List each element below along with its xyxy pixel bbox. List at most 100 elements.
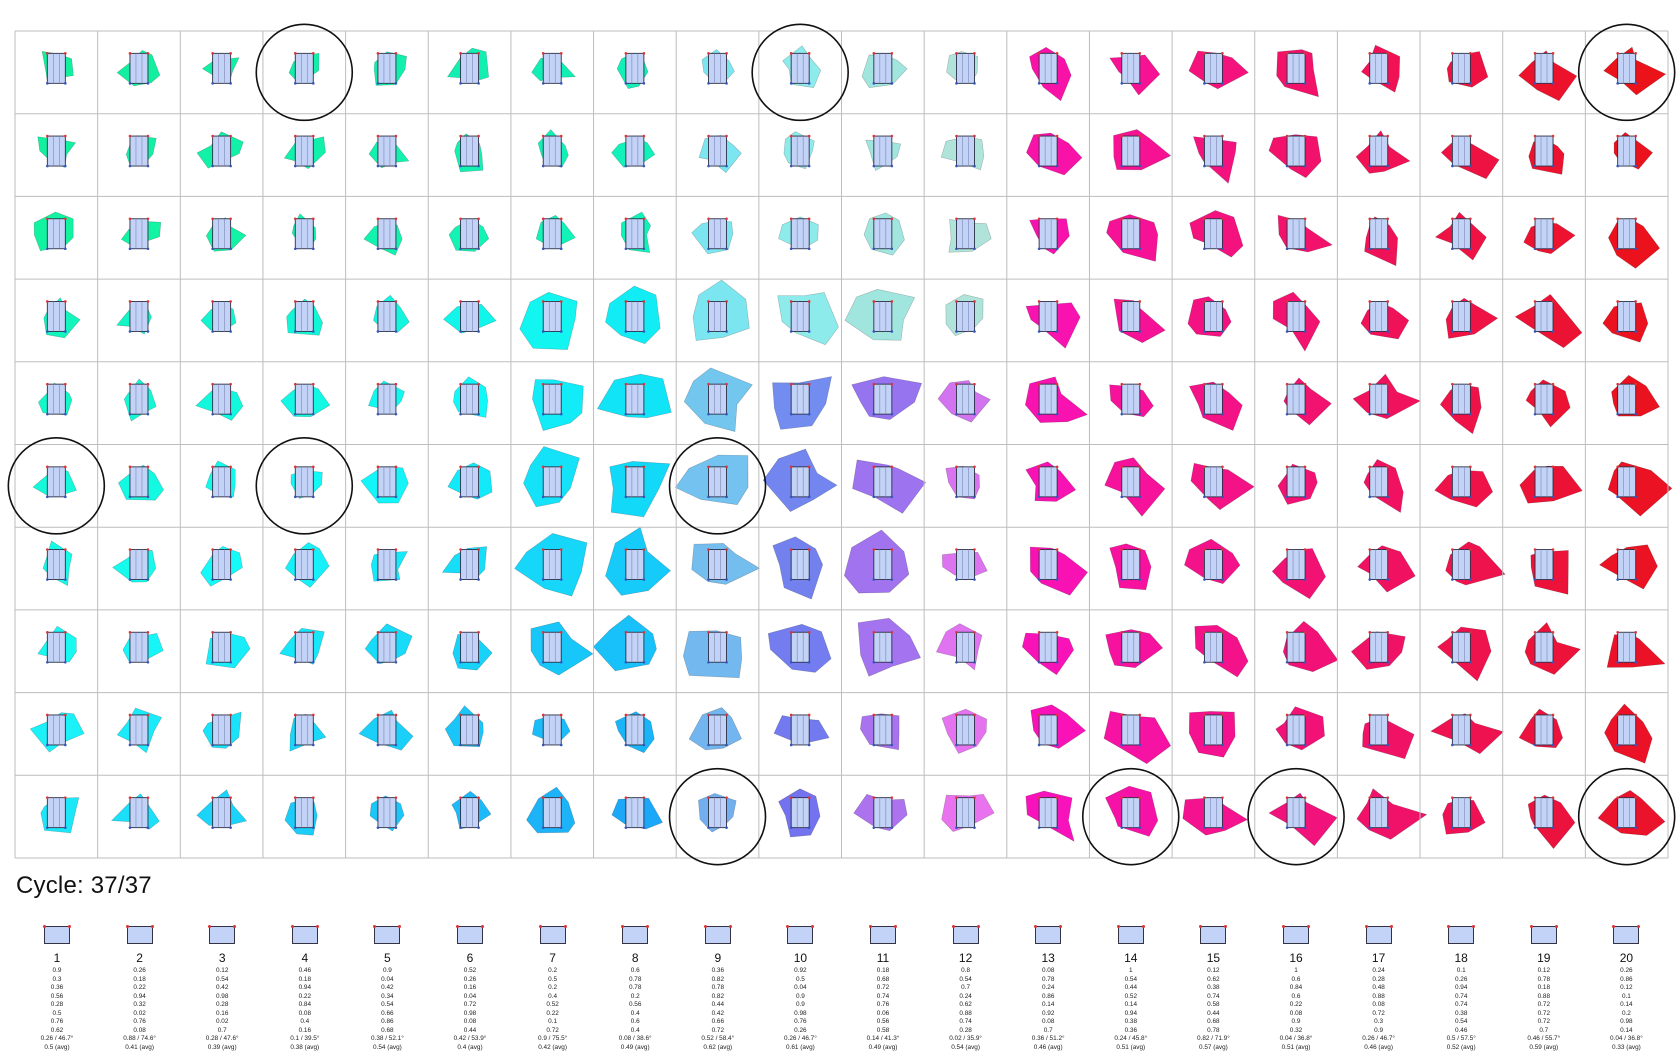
glyph-corner-dot (1386, 412, 1390, 416)
selection-circle (751, 23, 849, 122)
glyph-corner-dot (1138, 382, 1142, 386)
glyph-core-rect (790, 135, 810, 167)
glyph-corner-dot (1469, 465, 1472, 469)
glyph-corner-dot (1386, 548, 1390, 551)
legend-value: 0.24 (1372, 967, 1385, 974)
glyph-corner-dot (376, 630, 380, 634)
glyph-corner-dot (1533, 495, 1537, 499)
legend-value: 0.9 (1374, 1026, 1384, 1034)
legend-index: 13 (1041, 951, 1055, 965)
glyph-corner-dot (1368, 713, 1372, 717)
legend-index: 6 (466, 951, 474, 965)
glyph-corner-dot (128, 82, 132, 85)
legend-value: 0.08 (1372, 1001, 1385, 1008)
glyph-corner-dot (293, 247, 297, 251)
glyph-corner-dot (955, 578, 958, 581)
glyph-corner-dot (1285, 330, 1289, 333)
glyph-corner-dot (1138, 52, 1142, 55)
glyph-corner-dot (624, 247, 628, 251)
glyph-corner-dot (789, 52, 793, 55)
glyph-corner-dot (459, 247, 462, 251)
glyph-corner-dot (64, 52, 67, 55)
glyph-corner-dot (211, 217, 214, 221)
legend-shape-thumbnail (125, 925, 154, 944)
legend-value: 0.68 (876, 975, 890, 983)
legend-value: 0.8 (961, 967, 971, 974)
legend-column: 20 0.26 0.86 0.12 0.1 0.14 0.2 0.98 0.14 0.04 / 3… (1591, 925, 1661, 1052)
glyph-corner-dot (376, 217, 380, 221)
legend-value: 0.36 (50, 984, 64, 991)
glyph-corner-dot (789, 826, 793, 829)
glyph-corner-dot (1451, 134, 1454, 138)
glyph-corner-dot (311, 412, 315, 416)
glyph-corner-dot (1055, 826, 1059, 829)
glyph-corner-dot (376, 82, 380, 85)
legend-value: 0.51 (avg) (1116, 1043, 1146, 1051)
glyph-corner-dot (1368, 164, 1372, 168)
glyph-corner-dot (725, 247, 728, 251)
legend-value: 0.72 (1537, 1001, 1551, 1008)
glyph-core-rect (956, 52, 975, 84)
legend-column: 17 0.24 0.28 0.48 0.88 0.08 0.72 0.3 0.9 0.26 / 4… (1344, 925, 1414, 1052)
glyph-corner-dot (541, 52, 545, 55)
glyph-corner-dot (1303, 713, 1307, 717)
legend-column: 12 0.8 0.54 0.7 0.24 0.62 0.88 0.74 0.28 0.02 / 3… (931, 925, 1001, 1052)
legend-index: 12 (958, 951, 973, 965)
glyph-core-rect (625, 797, 645, 829)
legend-value: 0.4 (630, 1026, 640, 1034)
glyph-corner-dot (376, 164, 380, 168)
legend-value: 0.5 (avg) (44, 1043, 70, 1051)
glyph-core-rect (129, 135, 149, 167)
glyph-corner-dot (229, 247, 232, 251)
glyph-corner-dot (1285, 382, 1289, 386)
glyph-corner-dot (1221, 300, 1224, 303)
glyph-corner-dot (725, 713, 728, 717)
glyph-corner-dot (1368, 330, 1372, 333)
glyph-corner-dot (955, 548, 958, 551)
legend-value: 0.78 (1041, 975, 1055, 983)
legend-value: 0.98 (463, 1009, 477, 1017)
glyph-corner-dot (1551, 300, 1555, 303)
glyph-corner-dot (707, 52, 710, 55)
glyph-core-rect (873, 631, 893, 663)
glyph-corner-dot (541, 412, 545, 416)
glyph-corner-dot (1285, 465, 1289, 469)
glyph-core-rect (460, 797, 480, 829)
glyph-corner-dot (477, 465, 480, 469)
glyph-corner-dot (293, 300, 297, 303)
glyph-corner-dot (559, 82, 563, 85)
glyph-corner-dot (642, 217, 646, 221)
legend-value: 0.98 (1620, 1018, 1633, 1025)
legend-value: 0.9 (795, 1001, 805, 1008)
glyph-corner-dot (789, 713, 793, 717)
glyph-corner-dot (789, 495, 793, 499)
legend-value: 0.5 / 57.5° (1446, 1035, 1476, 1042)
glyph-corner-dot (128, 217, 132, 221)
glyph-corner-dot (872, 548, 876, 551)
glyph-core-rect (708, 549, 727, 580)
glyph-core-rect (873, 301, 893, 332)
glyph-core-rect (212, 631, 232, 663)
glyph-corner-dot (872, 82, 876, 85)
glyph-corner-dot (64, 713, 67, 717)
glyph-corner-dot (477, 796, 480, 799)
glyph-corner-dot (955, 826, 958, 829)
glyph-corner-dot (1138, 247, 1142, 251)
glyph-corner-dot (211, 164, 214, 168)
glyph-core-rect (708, 135, 727, 167)
legend-shape-thumbnail (1529, 925, 1558, 944)
legend-value: 0.14 (1620, 1026, 1633, 1034)
glyph-corner-dot (46, 330, 49, 333)
glyph-core-rect (708, 218, 727, 250)
glyph-corner-dot (376, 548, 380, 551)
glyph-core-rect (294, 383, 314, 415)
glyph-corner-dot (955, 52, 958, 55)
glyph-core-rect (708, 466, 727, 498)
glyph-corner-dot (146, 495, 150, 499)
glyph-corner-dot (1386, 247, 1390, 251)
glyph-corner-dot (1221, 82, 1224, 85)
legend-index: 15 (1206, 951, 1221, 965)
glyph-corner-dot (1203, 330, 1206, 333)
legend-shape-thumbnail (621, 925, 650, 944)
glyph-corner-dot (1634, 548, 1637, 551)
